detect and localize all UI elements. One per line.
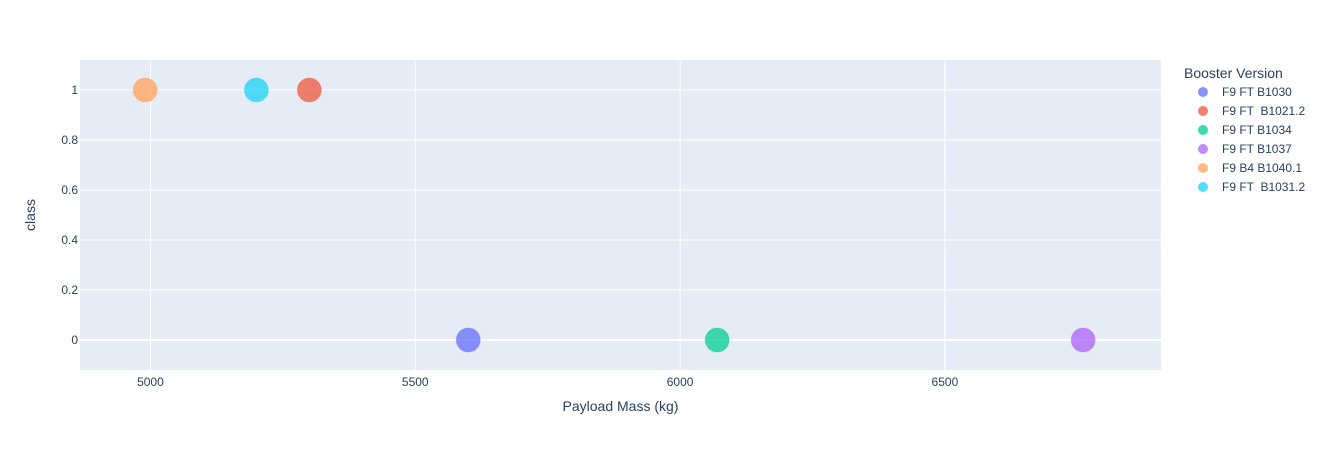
x-tick-label: 5500	[402, 375, 429, 389]
legend-marker	[1198, 106, 1208, 116]
legend-marker	[1198, 182, 1208, 192]
y-tick-labels: 0 0.2 0.4 0.6 0.8 1	[61, 83, 78, 347]
legend-item[interactable]: F9 FT B1031.2	[1198, 180, 1305, 194]
legend-marker	[1198, 163, 1208, 173]
legend-items: F9 FT B1030 F9 FT B1021.2 F9 FT B1034 F9 FT…	[1198, 85, 1305, 194]
y-tick-label: 0.2	[61, 283, 78, 297]
data-points	[132, 77, 1096, 353]
y-axis-label: class	[22, 199, 38, 231]
legend-label: F9 FT B1037	[1222, 142, 1292, 156]
plot-area	[80, 60, 1161, 370]
legend-item[interactable]: F9 FT B1037	[1198, 142, 1292, 156]
x-tick-label: 6500	[932, 375, 959, 389]
legend-title: Booster Version	[1184, 65, 1283, 81]
x-tick-labels: 5000 5500 6000 6500	[137, 375, 958, 389]
legend-label: F9 FT B1034	[1222, 123, 1292, 137]
y-tick-label: 1	[71, 83, 78, 97]
data-point[interactable]	[455, 327, 481, 353]
legend-label: F9 FT B1031.2	[1222, 180, 1305, 194]
legend-marker	[1198, 87, 1208, 97]
legend-label: F9 FT B1021.2	[1222, 104, 1305, 118]
legend-marker	[1198, 144, 1208, 154]
x-tick-label: 5000	[137, 375, 164, 389]
data-point[interactable]	[243, 77, 269, 103]
data-point[interactable]	[1070, 327, 1096, 353]
data-point[interactable]	[296, 77, 322, 103]
legend: Booster Version F9 FT B1030 F9 FT B1021.2…	[1184, 65, 1305, 194]
y-tick-label: 0	[71, 333, 78, 347]
legend-item[interactable]: F9 FT B1021.2	[1198, 104, 1305, 118]
data-point[interactable]	[132, 77, 158, 103]
y-tick-label: 0.8	[61, 133, 78, 147]
x-axis-label: Payload Mass (kg)	[563, 398, 679, 414]
legend-item[interactable]: F9 FT B1034	[1198, 123, 1292, 137]
y-tick-label: 0.4	[61, 233, 78, 247]
y-tick-label: 0.6	[61, 183, 78, 197]
grid-lines	[80, 60, 1161, 370]
legend-label: F9 FT B1030	[1222, 85, 1292, 99]
legend-item[interactable]: F9 B4 B1040.1	[1198, 161, 1302, 175]
legend-label: F9 B4 B1040.1	[1222, 161, 1302, 175]
data-point[interactable]	[704, 327, 730, 353]
legend-item[interactable]: F9 FT B1030	[1198, 85, 1292, 99]
x-tick-label: 6000	[667, 375, 694, 389]
legend-marker	[1198, 125, 1208, 135]
